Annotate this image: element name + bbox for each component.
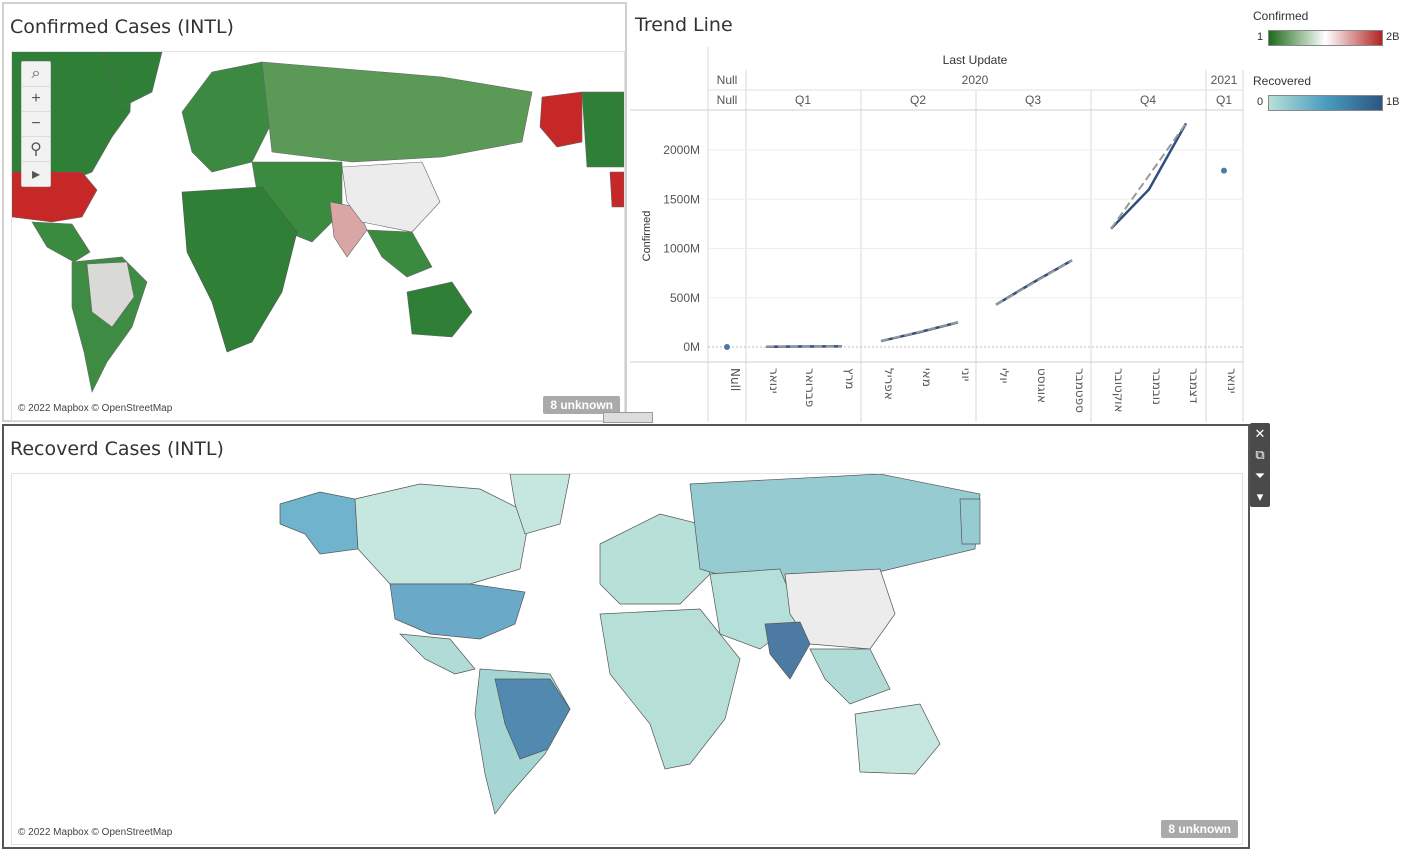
quarter-label: Q1 xyxy=(1216,93,1232,107)
map-toolbar: ⌕ + − ⚲ ▸ xyxy=(21,61,51,187)
legend-confirmed-bar[interactable] xyxy=(1268,30,1383,46)
play-icon[interactable]: ▸ xyxy=(31,166,41,183)
x-tick-label: מרץ xyxy=(843,368,857,389)
filter-icon[interactable]: ⏷ xyxy=(1254,467,1266,483)
map-attribution[interactable]: © 2022 Mapbox © OpenStreetMap xyxy=(18,403,173,414)
recovered-map[interactable]: © 2022 Mapbox © OpenStreetMap 8 unknown xyxy=(11,473,1243,845)
data-point xyxy=(1221,167,1227,174)
y-tick-label: 1500M xyxy=(663,192,700,206)
x-tick-label: יוני xyxy=(959,368,973,381)
unknown-badge[interactable]: 8 unknown xyxy=(543,396,620,414)
x-tick-label: יולי xyxy=(997,368,1011,383)
series-line xyxy=(1110,122,1188,230)
x-tick-label: פברואר xyxy=(803,368,817,407)
y-tick-label: 2000M xyxy=(663,143,700,157)
header-field-label: Last Update xyxy=(943,53,1008,67)
trend-chart[interactable]: Last Update Null 2020 2021 Null Q1 Q2 Q3 Q4 Q1 0M 5… xyxy=(630,2,1245,422)
x-tick-label: אפריל xyxy=(882,368,896,400)
legend-recovered-min: 0 xyxy=(1257,96,1264,108)
splitter-handle[interactable] xyxy=(603,412,653,423)
x-tick-label: ינואר xyxy=(767,368,781,394)
year-label: Null xyxy=(717,73,738,87)
quarter-label: Q2 xyxy=(910,93,926,107)
open-external-icon[interactable]: ⧉ xyxy=(1255,446,1265,462)
data-point xyxy=(724,344,730,350)
x-tick-label: אוגוסט xyxy=(1035,368,1049,403)
year-label: 2020 xyxy=(962,73,989,87)
recovered-world-map[interactable] xyxy=(12,474,1242,844)
recovered-map-title: Recoverd Cases (INTL) xyxy=(10,438,224,460)
trend-panel: Trend Line Last Update Null 2020 2021 Null Q1… xyxy=(630,2,1245,422)
map-attribution[interactable]: © 2022 Mapbox © OpenStreetMap xyxy=(18,827,173,838)
zoom-in-icon[interactable]: + xyxy=(22,87,50,112)
floating-toolbar: ✕ ⧉ ⏷ ▾ xyxy=(1250,423,1270,507)
legend-recovered-bar[interactable] xyxy=(1268,95,1383,111)
x-tick-label: מאי xyxy=(920,368,934,387)
legend-confirmed-min: 1 xyxy=(1257,31,1264,43)
year-label: 2021 xyxy=(1211,73,1238,87)
zoom-out-icon[interactable]: − xyxy=(22,112,50,137)
quarter-label: Q1 xyxy=(795,93,811,107)
pin-icon[interactable]: ⚲ xyxy=(22,137,50,162)
quarter-label: Q3 xyxy=(1025,93,1041,107)
x-tick-label: נובמבר xyxy=(1150,368,1164,405)
close-icon[interactable]: ✕ xyxy=(1254,425,1266,441)
more-options-icon[interactable]: ▾ xyxy=(1256,488,1264,504)
x-tick-label: דצמבר xyxy=(1187,368,1201,404)
quarter-label: Null xyxy=(717,93,738,107)
quarter-label: Q4 xyxy=(1140,93,1156,107)
legend-confirmed-max: 2B xyxy=(1386,31,1400,43)
confirmed-map-panel: Confirmed Cases (INTL) xyxy=(2,2,627,422)
y-tick-label: 1000M xyxy=(663,242,700,256)
recovered-map-panel: Recoverd Cases (INTL) xyxy=(2,424,1250,849)
x-tick-label: ינואר xyxy=(1225,368,1239,394)
legend-confirmed-title: Confirmed xyxy=(1253,9,1309,23)
trend-line xyxy=(995,259,1073,306)
trend-title: Trend Line xyxy=(635,14,733,36)
legend-recovered-title: Recovered xyxy=(1253,74,1312,88)
x-tick-label: אוקטובר xyxy=(1112,368,1126,413)
y-tick-label: 500M xyxy=(670,291,700,305)
confirmed-map[interactable]: ⌕ + − ⚲ ▸ © 2022 Mapbox © OpenStreetMap … xyxy=(11,51,625,421)
legend-recovered-max: 1B xyxy=(1386,96,1400,108)
y-axis-label: Confirmed xyxy=(641,211,653,262)
y-tick-label: 0M xyxy=(683,340,700,354)
x-tick-label: ספטמבר xyxy=(1073,368,1087,413)
confirmed-map-title: Confirmed Cases (INTL) xyxy=(10,16,234,38)
trend-line xyxy=(880,321,959,343)
x-tick-label: Null xyxy=(728,368,742,391)
trend-line xyxy=(1110,122,1187,230)
search-icon[interactable]: ⌕ xyxy=(22,62,50,87)
confirmed-world-map[interactable] xyxy=(12,52,624,420)
unknown-badge[interactable]: 8 unknown xyxy=(1161,820,1238,838)
